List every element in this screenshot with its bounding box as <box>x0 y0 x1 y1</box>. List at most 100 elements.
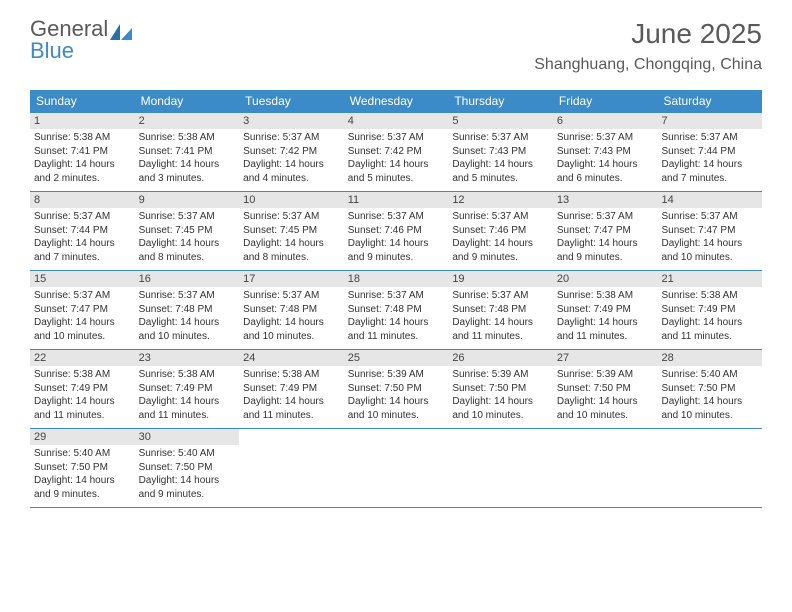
daylight-text: and 9 minutes. <box>452 251 549 265</box>
sunset-text: Sunset: 7:41 PM <box>139 145 236 159</box>
daylight-text: Daylight: 14 hours <box>139 316 236 330</box>
day-cell <box>448 429 553 507</box>
day-number: 25 <box>344 350 449 366</box>
daylight-text: and 6 minutes. <box>557 172 654 186</box>
sunset-text: Sunset: 7:50 PM <box>452 382 549 396</box>
day-number: 6 <box>553 113 658 129</box>
daylight-text: and 9 minutes. <box>139 488 236 502</box>
page-title: June 2025 <box>534 18 762 50</box>
sunrise-text: Sunrise: 5:37 AM <box>661 210 758 224</box>
sunrise-text: Sunrise: 5:38 AM <box>34 368 131 382</box>
day-number: 16 <box>135 271 240 287</box>
daylight-text: and 2 minutes. <box>34 172 131 186</box>
day-number: 8 <box>30 192 135 208</box>
day-cell: 26Sunrise: 5:39 AMSunset: 7:50 PMDayligh… <box>448 350 553 428</box>
days-of-week-row: Sunday Monday Tuesday Wednesday Thursday… <box>30 90 762 112</box>
day-cell: 20Sunrise: 5:38 AMSunset: 7:49 PMDayligh… <box>553 271 658 349</box>
daylight-text: Daylight: 14 hours <box>661 316 758 330</box>
daylight-text: Daylight: 14 hours <box>34 237 131 251</box>
daylight-text: Daylight: 14 hours <box>348 395 445 409</box>
day-number: 13 <box>553 192 658 208</box>
sunset-text: Sunset: 7:46 PM <box>452 224 549 238</box>
daylight-text: Daylight: 14 hours <box>243 158 340 172</box>
day-number: 7 <box>657 113 762 129</box>
daylight-text: and 10 minutes. <box>557 409 654 423</box>
daylight-text: and 9 minutes. <box>557 251 654 265</box>
sunset-text: Sunset: 7:48 PM <box>348 303 445 317</box>
day-cell: 22Sunrise: 5:38 AMSunset: 7:49 PMDayligh… <box>30 350 135 428</box>
day-number: 30 <box>135 429 240 445</box>
logo-text-blue: Blue <box>30 38 74 63</box>
daylight-text: Daylight: 14 hours <box>452 158 549 172</box>
daylight-text: and 11 minutes. <box>348 330 445 344</box>
sunset-text: Sunset: 7:50 PM <box>661 382 758 396</box>
sunrise-text: Sunrise: 5:38 AM <box>243 368 340 382</box>
daylight-text: Daylight: 14 hours <box>243 395 340 409</box>
sunrise-text: Sunrise: 5:37 AM <box>452 210 549 224</box>
sunrise-text: Sunrise: 5:38 AM <box>139 368 236 382</box>
day-cell: 10Sunrise: 5:37 AMSunset: 7:45 PMDayligh… <box>239 192 344 270</box>
day-number: 17 <box>239 271 344 287</box>
sunrise-text: Sunrise: 5:38 AM <box>139 131 236 145</box>
day-cell: 16Sunrise: 5:37 AMSunset: 7:48 PMDayligh… <box>135 271 240 349</box>
sunrise-text: Sunrise: 5:38 AM <box>34 131 131 145</box>
dow-wednesday: Wednesday <box>344 90 449 112</box>
day-cell: 9Sunrise: 5:37 AMSunset: 7:45 PMDaylight… <box>135 192 240 270</box>
sunset-text: Sunset: 7:44 PM <box>34 224 131 238</box>
sunset-text: Sunset: 7:45 PM <box>243 224 340 238</box>
week-row: 22Sunrise: 5:38 AMSunset: 7:49 PMDayligh… <box>30 349 762 428</box>
sunrise-text: Sunrise: 5:37 AM <box>557 210 654 224</box>
daylight-text: and 10 minutes. <box>348 409 445 423</box>
daylight-text: Daylight: 14 hours <box>34 395 131 409</box>
title-block: June 2025 Shanghuang, Chongqing, China <box>534 18 762 74</box>
sunrise-text: Sunrise: 5:40 AM <box>139 447 236 461</box>
daylight-text: and 8 minutes. <box>243 251 340 265</box>
day-cell: 4Sunrise: 5:37 AMSunset: 7:42 PMDaylight… <box>344 113 449 191</box>
daylight-text: Daylight: 14 hours <box>661 237 758 251</box>
sunrise-text: Sunrise: 5:37 AM <box>139 210 236 224</box>
day-cell <box>657 429 762 507</box>
daylight-text: Daylight: 14 hours <box>348 158 445 172</box>
day-cell: 29Sunrise: 5:40 AMSunset: 7:50 PMDayligh… <box>30 429 135 507</box>
sunrise-text: Sunrise: 5:37 AM <box>34 210 131 224</box>
sunset-text: Sunset: 7:50 PM <box>557 382 654 396</box>
daylight-text: Daylight: 14 hours <box>34 474 131 488</box>
day-number: 27 <box>553 350 658 366</box>
daylight-text: and 10 minutes. <box>661 251 758 265</box>
daylight-text: Daylight: 14 hours <box>452 395 549 409</box>
sunset-text: Sunset: 7:48 PM <box>243 303 340 317</box>
daylight-text: Daylight: 14 hours <box>348 237 445 251</box>
daylight-text: Daylight: 14 hours <box>139 237 236 251</box>
day-cell <box>344 429 449 507</box>
daylight-text: and 11 minutes. <box>557 330 654 344</box>
sunrise-text: Sunrise: 5:37 AM <box>348 289 445 303</box>
daylight-text: and 10 minutes. <box>452 409 549 423</box>
dow-monday: Monday <box>135 90 240 112</box>
day-cell: 30Sunrise: 5:40 AMSunset: 7:50 PMDayligh… <box>135 429 240 507</box>
sunset-text: Sunset: 7:50 PM <box>139 461 236 475</box>
day-number: 24 <box>239 350 344 366</box>
daylight-text: Daylight: 14 hours <box>243 237 340 251</box>
sunset-text: Sunset: 7:42 PM <box>348 145 445 159</box>
dow-tuesday: Tuesday <box>239 90 344 112</box>
sunrise-text: Sunrise: 5:37 AM <box>452 131 549 145</box>
daylight-text: and 10 minutes. <box>139 330 236 344</box>
daylight-text: Daylight: 14 hours <box>452 316 549 330</box>
day-cell: 13Sunrise: 5:37 AMSunset: 7:47 PMDayligh… <box>553 192 658 270</box>
sunset-text: Sunset: 7:49 PM <box>139 382 236 396</box>
sunset-text: Sunset: 7:43 PM <box>452 145 549 159</box>
day-cell: 11Sunrise: 5:37 AMSunset: 7:46 PMDayligh… <box>344 192 449 270</box>
sunset-text: Sunset: 7:47 PM <box>661 224 758 238</box>
week-row: 29Sunrise: 5:40 AMSunset: 7:50 PMDayligh… <box>30 428 762 508</box>
day-cell: 14Sunrise: 5:37 AMSunset: 7:47 PMDayligh… <box>657 192 762 270</box>
sunrise-text: Sunrise: 5:37 AM <box>557 131 654 145</box>
daylight-text: Daylight: 14 hours <box>139 158 236 172</box>
sunrise-text: Sunrise: 5:37 AM <box>243 210 340 224</box>
dow-friday: Friday <box>553 90 658 112</box>
sunset-text: Sunset: 7:47 PM <box>34 303 131 317</box>
daylight-text: and 11 minutes. <box>243 409 340 423</box>
day-number: 9 <box>135 192 240 208</box>
sunrise-text: Sunrise: 5:37 AM <box>34 289 131 303</box>
calendar: Sunday Monday Tuesday Wednesday Thursday… <box>30 90 762 508</box>
dow-sunday: Sunday <box>30 90 135 112</box>
